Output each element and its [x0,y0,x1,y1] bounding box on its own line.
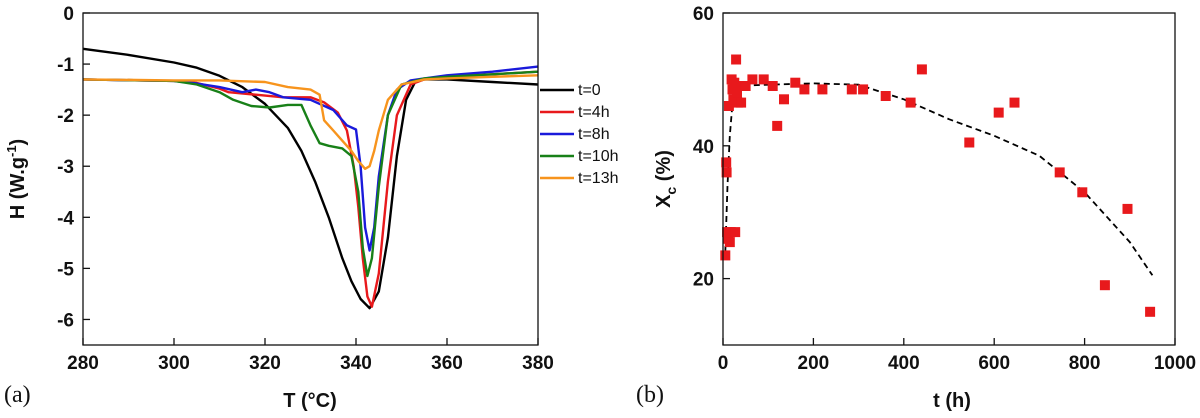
x-tick-label: 360 [431,353,463,374]
x-tick-label: 320 [249,353,281,374]
data-point [905,97,916,108]
x-tick-label: 280 [67,353,99,374]
data-point [772,120,783,131]
data-point [1054,167,1065,178]
data-point [736,97,747,108]
legend-label: t=13h [578,170,618,187]
panel-a-series-lines [82,47,539,310]
panel-b-tag: (b) [636,382,664,408]
panel-b-y-axis-label: Xc (%) [653,150,679,208]
panel-b-y-label-main: X [653,194,675,208]
x-tick-label: 340 [340,353,372,374]
panel-b-x-axis-label: t (h) [933,390,971,412]
legend-label: t=0 [578,82,601,99]
x-tick-label: 800 [1069,353,1101,374]
series-line-t13h [82,74,539,171]
panel-a-ticks: 280 300 320 340 360 380 0 -1 -2 -3 -4 -5 -6 [57,4,554,374]
x-tick-label: 600 [978,353,1010,374]
panel-a-legend: t=0 t=4h t=8h t=10h t=13h [540,82,618,187]
data-point [858,84,869,95]
panel-b-ticks: 0 200 400 600 800 1000 20 40 60 [693,4,1196,374]
data-point [747,74,758,85]
series-line-t0 [82,47,539,310]
data-point [730,227,741,238]
data-point [740,81,751,91]
series-line-t4h [82,70,539,308]
data-point [790,77,801,88]
y-tick-label: -2 [57,106,74,127]
data-point [846,84,857,95]
y-tick-label: 60 [693,4,714,25]
y-tick-label: -1 [57,55,74,76]
fit-curve-line [724,82,1154,276]
panel-a-y-axis-label: H (W.g-1) [4,139,29,219]
y-tick-label: -6 [57,310,74,331]
data-point [817,84,828,95]
data-point [880,91,891,101]
panel-a-x-axis-label: T (°C) [283,390,337,412]
data-point [1122,203,1133,214]
panel-a-y-label-end: ) [7,139,29,146]
x-tick-label: 400 [888,353,920,374]
data-point [964,137,975,148]
y-tick-label: -4 [57,208,74,229]
legend-label: t=8h [578,126,610,143]
data-point [721,167,732,178]
panel-b-y-label-end: (%) [653,150,675,187]
x-tick-label: 200 [798,353,830,374]
panel-b-crystallinity: 0 200 400 600 800 1000 20 40 60 t (h) Xc (%) (b) [636,4,1196,412]
data-point [916,64,927,75]
x-tick-label: 0 [718,353,729,374]
data-point [1145,306,1156,317]
data-point [723,101,734,111]
panel-a-y-label-superscript: -1 [4,145,19,157]
data-point [779,94,789,105]
data-point [1077,187,1088,198]
y-tick-label: 40 [693,137,714,158]
y-tick-label: -5 [57,259,74,280]
legend-label: t=10h [578,148,618,165]
y-tick-label: 0 [63,4,74,25]
panel-a-y-label-main: H (W.g [7,157,29,219]
y-tick-label: -3 [57,157,74,178]
panel-b-data-points [720,54,1156,317]
data-point [732,91,742,101]
panel-b-fit-curve [724,82,1154,276]
panel-b-y-label-subscript: c [663,187,679,195]
legend-label: t=4h [578,104,610,121]
x-tick-label: 300 [158,353,190,374]
data-point [767,81,778,91]
data-point [993,107,1004,118]
x-tick-label: 380 [522,353,554,374]
panel-a-plot-frame [82,12,539,346]
data-point [727,84,738,95]
panel-b-plot-frame [722,12,1176,346]
panel-a-tag: (a) [4,382,31,408]
x-tick-label: 1000 [1154,353,1196,374]
series-line-t8h [82,65,539,252]
y-tick-label: 20 [693,270,714,291]
data-point [724,237,735,248]
data-point [1099,280,1110,291]
data-point [720,250,731,261]
data-point [721,157,732,168]
data-point [1009,97,1020,108]
data-point [758,74,769,85]
data-point [731,54,742,65]
data-point [799,84,810,95]
